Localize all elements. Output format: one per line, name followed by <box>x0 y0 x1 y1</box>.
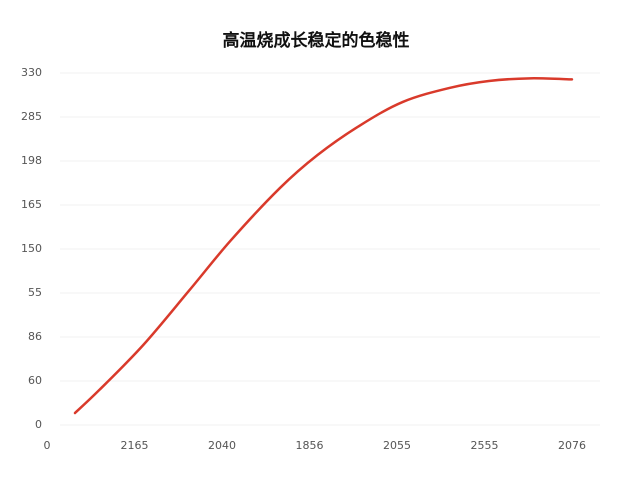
y-tick-label: 150 <box>21 242 42 255</box>
line <box>73 77 574 415</box>
x-tick-label: 2040 <box>208 439 236 452</box>
x-tick-label: 0 <box>44 439 51 452</box>
y-tick-label: 198 <box>21 154 42 167</box>
y-tick-label: 60 <box>28 374 42 387</box>
y-tick-label: 285 <box>21 110 42 123</box>
y-tick-label: 330 <box>21 66 42 79</box>
chart-title: 高温烧成长稳定的色稳性 <box>223 30 410 51</box>
y-tick-label: 165 <box>21 198 42 211</box>
x-tick-label: 1856 <box>296 439 324 452</box>
y-tick-label: 86 <box>28 330 42 343</box>
y-tick-label: 0 <box>35 418 42 431</box>
x-tick-label: 2165 <box>121 439 149 452</box>
y-tick-label: 55 <box>28 286 42 299</box>
x-tick-label: 2555 <box>471 439 499 452</box>
x-tick-label: 2055 <box>383 439 411 452</box>
x-tick-label: 2076 <box>558 439 586 452</box>
